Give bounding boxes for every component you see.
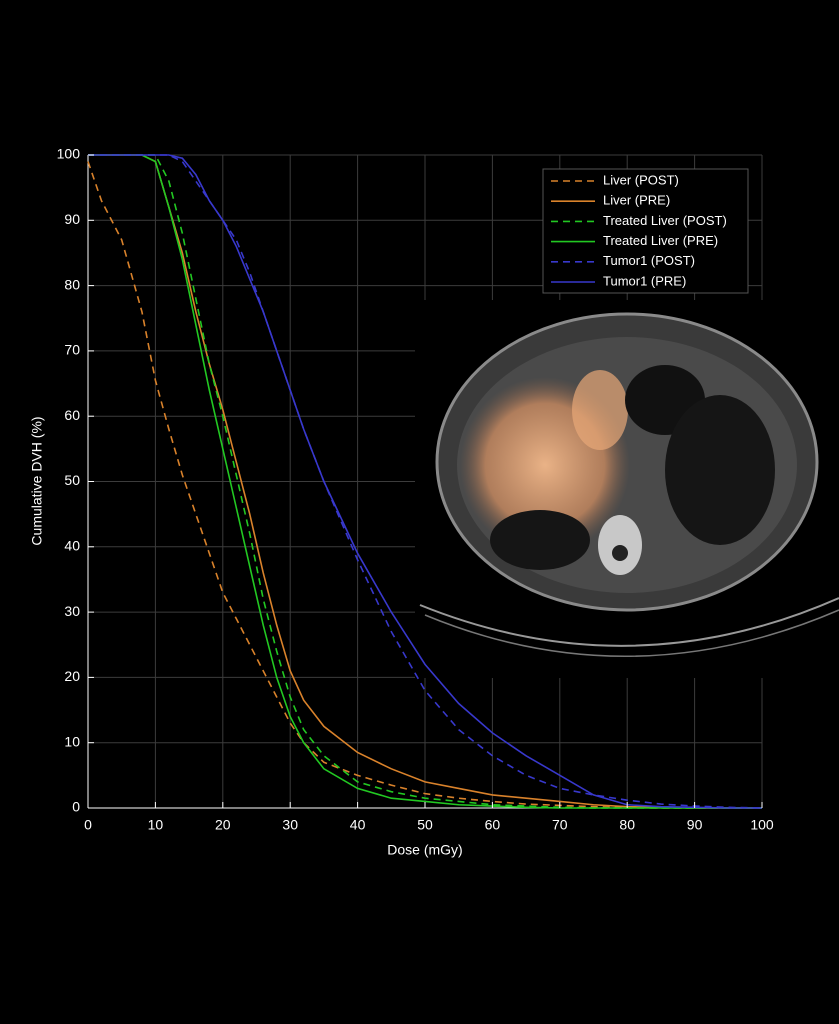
x-tick-label: 0 — [84, 817, 92, 833]
x-tick-label: 70 — [552, 817, 568, 833]
ct-image — [415, 300, 839, 678]
series-line — [88, 154, 762, 809]
series-line — [88, 154, 762, 809]
series-lines — [87, 154, 763, 809]
ct-liver-lobe — [572, 370, 628, 450]
y-tick-label: 40 — [64, 538, 80, 554]
y-tick-label: 20 — [64, 668, 80, 684]
y-tick-label: 90 — [64, 211, 80, 227]
y-axis-label: Cumulative DVH (%) — [29, 416, 45, 545]
ct-table — [419, 597, 839, 647]
y-tick-label: 50 — [64, 472, 80, 488]
ct-lung — [665, 395, 775, 545]
legend-label: Tumor1 (POST) — [603, 253, 695, 268]
x-tick-label: 100 — [750, 817, 774, 833]
x-tick-label: 20 — [215, 817, 231, 833]
y-tick-label: 70 — [64, 342, 80, 358]
x-tick-label: 80 — [619, 817, 635, 833]
x-tick-label: 30 — [282, 817, 298, 833]
x-tick-label: 50 — [417, 817, 433, 833]
x-tick-label: 10 — [148, 817, 164, 833]
legend-label: Treated Liver (POST) — [603, 213, 727, 228]
legend-label: Tumor1 (PRE) — [603, 273, 686, 288]
x-tick-label: 90 — [687, 817, 703, 833]
y-tick-label: 10 — [64, 733, 80, 749]
ct-lung-left — [490, 510, 590, 570]
y-tick-label: 30 — [64, 603, 80, 619]
y-tick-label: 100 — [57, 146, 81, 162]
y-tick-label: 60 — [64, 407, 80, 423]
legend-label: Treated Liver (PRE) — [603, 233, 718, 248]
x-axis-label: Dose (mGy) — [387, 842, 462, 858]
x-tick-label: 40 — [350, 817, 366, 833]
ct-canal — [612, 545, 628, 561]
y-tick-label: 80 — [64, 276, 80, 292]
x-tick-label: 60 — [485, 817, 501, 833]
y-tick-label: 0 — [72, 799, 80, 815]
legend-label: Liver (PRE) — [603, 193, 670, 208]
legend-box — [542, 168, 749, 294]
legend-label: Liver (POST) — [603, 172, 679, 187]
legend: Liver (POST) Liver (PRE) Treated Liver (PO… — [542, 168, 749, 294]
ct-table-edge — [424, 609, 839, 658]
